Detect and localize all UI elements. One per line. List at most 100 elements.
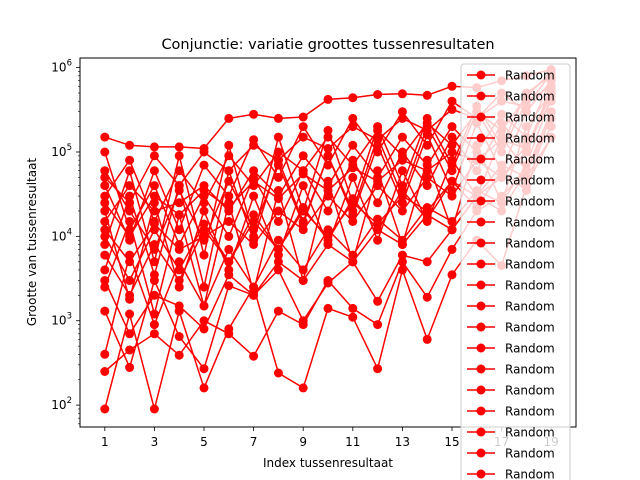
series-1 — [100, 65, 556, 153]
data-point — [447, 244, 457, 254]
data-point — [323, 125, 333, 135]
data-point — [447, 81, 457, 91]
legend-label: Random — [505, 384, 555, 398]
data-point — [273, 113, 283, 123]
data-point — [100, 367, 110, 376]
data-point — [323, 144, 333, 153]
data-point — [149, 225, 159, 235]
legend-entry: Random — [467, 174, 555, 188]
data-point — [174, 142, 184, 152]
data-point — [273, 206, 283, 216]
legend-marker — [476, 70, 486, 80]
legend-entry: Random — [467, 447, 555, 461]
legend-entry: Random — [467, 132, 555, 146]
data-point — [174, 181, 184, 191]
legend-marker — [476, 280, 486, 290]
legend-entry: Random — [467, 111, 555, 125]
data-point — [397, 166, 407, 176]
legend-entry: Random — [467, 195, 555, 209]
data-point — [125, 250, 135, 260]
data-point — [273, 368, 283, 378]
data-point — [100, 349, 110, 359]
data-point — [224, 217, 234, 226]
data-point — [397, 198, 407, 208]
data-point — [224, 257, 234, 267]
legend-marker — [476, 427, 486, 437]
legend-label: Random — [505, 153, 555, 167]
legend-marker — [476, 175, 486, 185]
data-point — [348, 217, 358, 226]
data-point — [323, 303, 333, 313]
data-point — [224, 191, 234, 201]
data-point — [298, 169, 308, 179]
data-point — [422, 90, 432, 100]
legend-marker — [476, 196, 486, 206]
data-point — [100, 306, 110, 316]
data-point — [249, 109, 259, 119]
data-point — [249, 290, 259, 300]
data-point — [397, 206, 407, 216]
legend-marker — [476, 217, 486, 227]
data-point — [149, 206, 159, 216]
data-point — [447, 217, 457, 226]
data-point — [422, 334, 432, 344]
data-point — [125, 181, 135, 191]
data-point — [125, 198, 135, 208]
data-point — [397, 147, 407, 157]
data-point — [373, 214, 383, 224]
data-point — [273, 235, 283, 245]
data-point — [323, 278, 333, 288]
data-point — [298, 383, 308, 393]
data-point — [397, 235, 407, 245]
data-point — [298, 181, 308, 191]
x-tick-label: 3 — [151, 435, 159, 449]
data-point — [174, 276, 184, 285]
data-point — [149, 151, 159, 161]
legend-label: Random — [505, 279, 555, 293]
data-point — [249, 140, 259, 150]
legend-marker — [476, 301, 486, 311]
data-point — [199, 301, 209, 311]
legend: Random Random Random Random Random Random Rand… — [460, 63, 571, 480]
data-point — [149, 217, 159, 226]
legend-marker — [476, 322, 486, 332]
data-point — [298, 276, 308, 285]
legend-marker — [476, 238, 486, 248]
legend-entry: Random — [467, 237, 555, 251]
data-point — [149, 240, 159, 249]
data-point — [422, 118, 432, 128]
data-point — [100, 225, 110, 235]
data-point — [100, 172, 110, 182]
data-point — [323, 94, 333, 104]
data-point — [273, 172, 283, 182]
data-point — [249, 282, 259, 292]
data-point — [149, 257, 159, 267]
data-point — [174, 332, 184, 341]
data-point — [174, 210, 184, 220]
data-point — [100, 147, 110, 157]
data-point — [273, 257, 283, 267]
x-tick-label: 13 — [395, 435, 410, 449]
data-point — [249, 225, 259, 235]
data-point — [100, 206, 110, 216]
x-axis-label: Index tussenresultaat — [263, 456, 393, 470]
data-point — [199, 383, 209, 393]
data-point — [298, 122, 308, 132]
data-point — [149, 290, 159, 300]
data-point — [447, 270, 457, 280]
data-point — [149, 320, 159, 330]
legend-label: Random — [505, 69, 555, 83]
data-point — [199, 206, 209, 216]
legend-marker — [476, 406, 486, 416]
data-point — [199, 186, 209, 195]
x-tick-label: 15 — [444, 435, 459, 449]
x-tick-label: 7 — [250, 435, 258, 449]
data-point — [323, 186, 333, 195]
data-point — [174, 240, 184, 249]
data-point — [125, 276, 135, 285]
legend-entry: Random — [467, 279, 555, 293]
data-point — [348, 172, 358, 182]
data-point — [323, 225, 333, 235]
data-point — [298, 316, 308, 326]
